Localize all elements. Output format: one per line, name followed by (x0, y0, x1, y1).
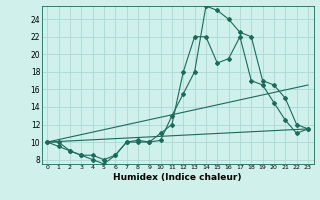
X-axis label: Humidex (Indice chaleur): Humidex (Indice chaleur) (113, 173, 242, 182)
